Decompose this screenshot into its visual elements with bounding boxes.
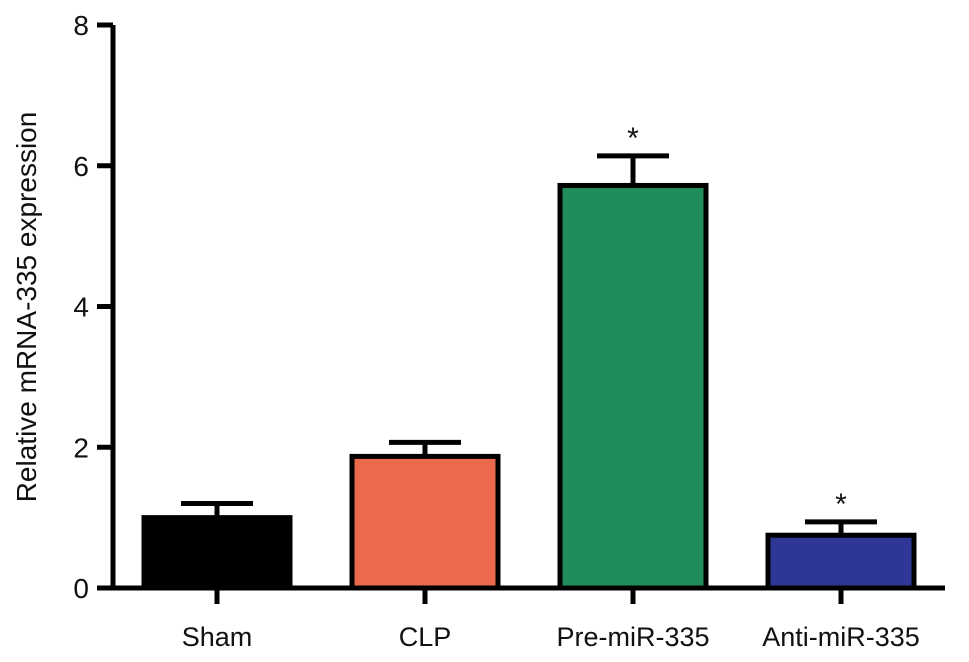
y-tick-label: 0 <box>73 573 89 604</box>
y-tick-label: 6 <box>73 151 89 182</box>
y-tick-label: 4 <box>73 292 89 323</box>
significance-asterisk: * <box>627 122 639 155</box>
y-tick-label: 8 <box>73 10 89 41</box>
bars <box>141 182 917 591</box>
x-tick-label: Sham <box>182 622 253 652</box>
x-tick-label: CLP <box>399 622 452 652</box>
y-tick-label: 2 <box>73 432 89 463</box>
error-bars <box>181 153 877 536</box>
x-tick-label: Pre-miR-335 <box>556 622 709 652</box>
significance-asterisk: * <box>835 488 847 521</box>
bar-sham <box>141 515 293 591</box>
x-tick-label: Anti-miR-335 <box>762 622 920 652</box>
bar-clp <box>349 453 501 591</box>
annotations: ** <box>627 122 847 521</box>
y-axis-label: Relative mRNA-335 expression <box>11 112 42 503</box>
y-axis: 0 2 4 6 8 <box>73 10 116 604</box>
bar-anti-mir-335 <box>765 532 917 591</box>
bar-pre-mir-335 <box>557 182 709 591</box>
x-axis: Sham CLP Pre-miR-335 Anti-miR-335 <box>111 585 945 652</box>
